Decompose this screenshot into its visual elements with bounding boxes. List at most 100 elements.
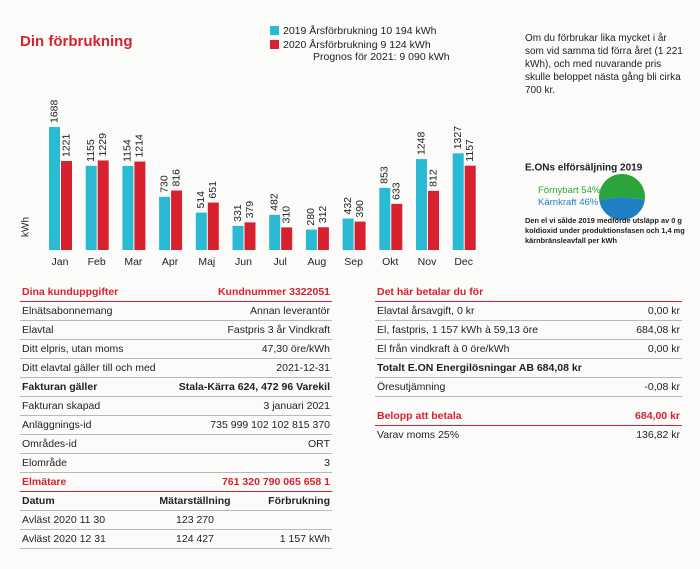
bar <box>428 190 439 250</box>
total-row: Belopp att betala 684,00 kr <box>375 407 682 426</box>
bar <box>244 222 256 250</box>
bar <box>379 187 391 250</box>
bar <box>317 227 329 250</box>
table-cell: Fakturan gäller <box>22 381 98 393</box>
bar <box>452 153 464 250</box>
x-tick-label: Maj <box>198 256 215 268</box>
bar <box>195 212 207 250</box>
customer-number: Kundnummer 3322051 <box>217 286 330 298</box>
table-row: Ditt elpris, utan moms 47,30 öre/kWh <box>20 340 332 359</box>
section-header: Dina kunduppgifter Kundnummer 3322051 <box>20 283 332 302</box>
bar-value-label: 390 <box>354 200 366 218</box>
table-cell: Elavtal <box>22 324 54 336</box>
bar <box>122 165 134 250</box>
bar-value-label: 1221 <box>60 134 72 158</box>
table-cell: Annan leverantör <box>250 305 330 317</box>
table-cell: 0,00 kr <box>647 343 680 355</box>
bar-value-label: 816 <box>170 169 182 187</box>
table-cell: 124 427 <box>176 533 214 545</box>
table-cell: 684,08 kr <box>636 324 680 336</box>
pie-slice <box>599 197 645 221</box>
table-row: Elavtal Fastpris 3 år Vindkraft <box>20 321 332 340</box>
bar <box>232 225 244 250</box>
section-title: Elmätare <box>22 476 67 488</box>
bar <box>416 159 427 250</box>
bar-value-label: 331 <box>232 204 244 222</box>
table-cell: Fakturan skapad <box>22 400 101 412</box>
table-cell: 0,00 kr <box>647 305 680 317</box>
pie-label: Förnybart 54% <box>538 185 601 196</box>
table-cell: ORT <box>308 438 330 450</box>
bar-value-label: 812 <box>427 169 439 187</box>
pie-category: Förnybart <box>538 185 579 196</box>
table-cell: 3 januari 2021 <box>263 400 330 412</box>
x-tick-label: Dec <box>454 256 473 268</box>
forecast-note: Om du förbrukar lika mycket i år som vid… <box>525 33 683 96</box>
table-row: Avläst 2020 11 30 123 270 <box>20 511 332 530</box>
bar <box>49 127 60 250</box>
table-cell: Totalt E.ON Energilösningar AB 684,08 kr <box>377 362 582 374</box>
column-title: Förbrukning <box>268 495 330 507</box>
total-amount: 684,00 kr <box>635 410 680 422</box>
x-tick-label: Apr <box>162 256 179 268</box>
table-cell: Elavtal årsavgift, 0 kr <box>377 305 475 317</box>
bar-value-label: 1229 <box>97 133 109 157</box>
table-row: Elavtal årsavgift, 0 kr 0,00 kr <box>375 302 682 321</box>
bar-value-label: 432 <box>342 197 354 215</box>
bar-value-label: 379 <box>244 201 256 219</box>
section-title: Dina kunduppgifter <box>22 286 119 298</box>
table-cell: Elområde <box>22 457 67 469</box>
x-tick-label: Jul <box>273 256 286 268</box>
vat-row: Varav moms 25% 136,82 kr <box>375 426 682 444</box>
legend-swatch <box>270 40 279 49</box>
bar-value-label: 1155 <box>85 139 97 162</box>
payment-table: Det här betalar du för Elavtal årsavgift,… <box>375 283 682 444</box>
column-header: Datum Mätarställning Förbrukning <box>20 492 332 511</box>
bar-value-label: 312 <box>317 206 329 224</box>
section-header: Det här betalar du för <box>375 283 682 302</box>
legend-swatch <box>270 26 279 35</box>
x-tick-label: Feb <box>88 256 106 268</box>
bar-value-label: 1327 <box>452 126 464 150</box>
bar <box>61 161 72 250</box>
bar-value-label: 853 <box>379 166 391 184</box>
x-tick-label: Jun <box>235 256 252 268</box>
table-row: Områdes-id ORT <box>20 435 332 454</box>
table-cell: 3 <box>324 457 330 469</box>
table-cell: 735 999 102 102 815 370 <box>210 419 330 431</box>
bar-value-label: 1154 <box>122 139 134 162</box>
x-tick-label: Mar <box>124 256 143 268</box>
x-tick-label: Okt <box>382 256 398 268</box>
table-row: Fakturan gäller Stala-Kärra 624, 472 96 V… <box>20 378 332 397</box>
x-tick-label: Jan <box>52 256 69 268</box>
bar <box>207 202 219 250</box>
vat-amount: 136,82 kr <box>636 429 680 441</box>
legend-label: 2020 Årsförbrukning 9 124 kWh <box>283 38 431 51</box>
table-cell: 47,30 öre/kWh <box>261 343 330 355</box>
table-cell: -0,08 kr <box>644 381 680 393</box>
column-title: Datum <box>22 495 55 507</box>
table-row: Anläggnings-id 735 999 102 102 815 370 <box>20 416 332 435</box>
bar <box>464 165 476 250</box>
table-cell: Ditt elavtal gäller till och med <box>22 362 156 374</box>
bar <box>354 221 366 250</box>
bar-value-label: 482 <box>268 193 280 211</box>
bar <box>159 196 171 250</box>
section-header: Elmätare 761 320 790 065 658 1 <box>20 473 332 492</box>
bar-value-label: 310 <box>280 206 292 224</box>
y-axis-label: kWh <box>21 217 32 237</box>
x-tick-label: Nov <box>418 256 437 268</box>
bar <box>305 229 317 250</box>
bar-value-label: 1688 <box>48 99 60 123</box>
bar <box>85 165 97 250</box>
bar <box>391 203 403 250</box>
table-cell: Öresutjämning <box>377 381 446 393</box>
table-cell: Stala-Kärra 624, 472 96 Varekil <box>178 381 330 393</box>
bar-value-label: 730 <box>158 175 170 193</box>
table-row: Fakturan skapad 3 januari 2021 <box>20 397 332 416</box>
x-tick-label: Sep <box>344 256 363 268</box>
table-row: Öresutjämning -0,08 kr <box>375 378 682 397</box>
bar <box>97 160 109 250</box>
table-cell: 123 270 <box>176 514 214 526</box>
chart-subtitle: Prognos för 2021: 9 090 kWh <box>313 51 450 63</box>
